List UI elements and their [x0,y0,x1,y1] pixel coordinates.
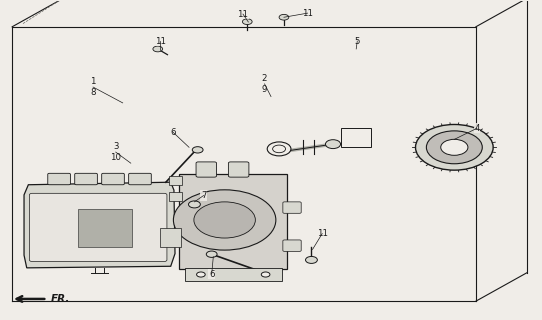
Circle shape [189,201,201,208]
FancyBboxPatch shape [128,173,151,185]
Polygon shape [24,182,175,268]
Text: 7: 7 [201,191,207,200]
Text: 4: 4 [474,124,480,133]
Bar [341,128,371,147]
FancyBboxPatch shape [228,162,249,177]
Circle shape [325,140,340,148]
Text: 6: 6 [209,270,215,279]
Circle shape [194,202,255,238]
Circle shape [306,256,318,263]
Bar [169,176,182,185]
Text: 2
9: 2 9 [262,74,267,93]
Bar [185,268,282,281]
Text: 11: 11 [302,9,313,18]
Circle shape [192,147,203,153]
Circle shape [207,251,217,257]
Text: 11: 11 [317,229,328,238]
FancyBboxPatch shape [29,193,167,261]
Text: 5: 5 [354,36,360,45]
Text: 1
8: 1 8 [91,77,96,97]
Circle shape [416,124,493,170]
Bar [169,192,182,201]
Circle shape [273,145,286,153]
Circle shape [427,131,482,164]
Bar [179,174,287,269]
Bar [78,209,132,247]
Text: 11: 11 [237,10,248,19]
Text: 11: 11 [155,36,166,45]
FancyBboxPatch shape [283,240,301,252]
Bar [160,228,181,247]
Circle shape [167,241,174,244]
Circle shape [267,142,291,156]
Text: 6: 6 [170,128,176,137]
Circle shape [279,14,289,20]
Circle shape [242,19,252,25]
FancyBboxPatch shape [75,173,98,185]
FancyBboxPatch shape [48,173,70,185]
Circle shape [441,139,468,155]
FancyBboxPatch shape [283,202,301,213]
Circle shape [261,272,270,277]
Text: FR.: FR. [51,294,70,304]
FancyBboxPatch shape [102,173,124,185]
Circle shape [173,190,276,250]
Circle shape [153,46,163,52]
Text: 3
10: 3 10 [110,142,121,162]
FancyBboxPatch shape [196,162,217,177]
Circle shape [197,272,205,277]
Circle shape [167,233,174,236]
